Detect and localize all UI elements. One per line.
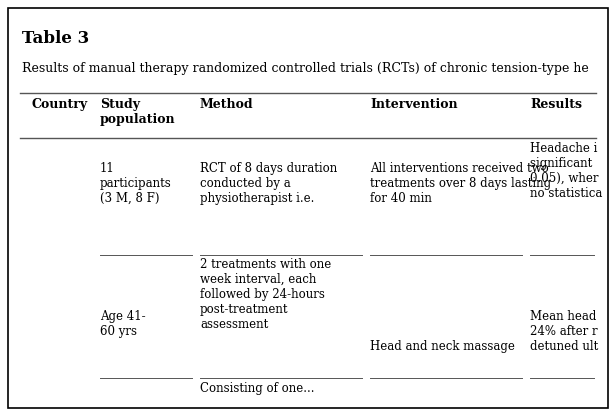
Text: Age 41-
60 yrs: Age 41- 60 yrs: [100, 310, 145, 338]
Text: All interventions received two
treatments over 8 days lasting
for 40 min: All interventions received two treatment…: [370, 162, 551, 205]
Text: Country: Country: [32, 98, 88, 111]
Text: RCT of 8 days duration
conducted by a
physiotherapist i.e.: RCT of 8 days duration conducted by a ph…: [200, 162, 337, 205]
Text: Results of manual therapy randomized controlled trials (RCTs) of chronic tension: Results of manual therapy randomized con…: [22, 62, 589, 75]
Text: Table 3: Table 3: [22, 30, 89, 47]
Text: 2 treatments with one
week interval, each
followed by 24-hours
post-treatment
as: 2 treatments with one week interval, eac…: [200, 258, 331, 331]
Text: Results: Results: [530, 98, 582, 111]
Text: Headache i
significant 
0.05), wher
no statistica: Headache i significant 0.05), wher no st…: [530, 142, 602, 200]
Text: Head and neck massage: Head and neck massage: [370, 340, 515, 353]
Text: Intervention: Intervention: [370, 98, 458, 111]
Text: Mean head
24% after r
detuned ult: Mean head 24% after r detuned ult: [530, 310, 598, 353]
Text: Study
population: Study population: [100, 98, 176, 126]
Text: 11
participants
(3 M, 8 F): 11 participants (3 M, 8 F): [100, 162, 172, 205]
Text: Method: Method: [200, 98, 254, 111]
Text: Consisting of one...: Consisting of one...: [200, 382, 315, 395]
